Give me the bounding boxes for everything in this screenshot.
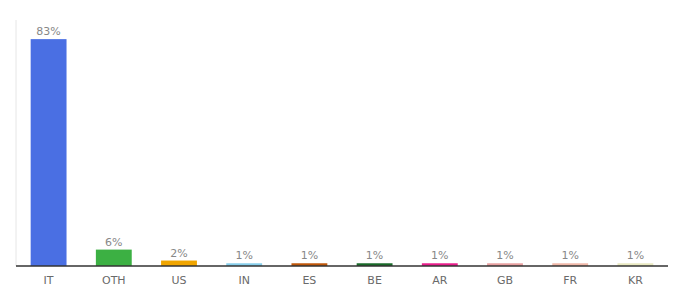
data-label: 1% xyxy=(235,249,252,262)
x-tick-label: AR xyxy=(432,274,448,287)
chart: 83% 6% 2% 1% 1% 1% 1% 1% 1% 1% IT OTH US IN ES BE AR GB FR… xyxy=(0,0,680,300)
x-tick-label: OTH xyxy=(102,274,126,287)
bar xyxy=(31,39,67,266)
data-label: 2% xyxy=(170,247,187,260)
y-axis-line xyxy=(16,20,17,266)
x-tick-label: GB xyxy=(497,274,513,287)
x-tick-label: IN xyxy=(238,274,249,287)
bar xyxy=(96,250,132,266)
x-axis: IT OTH US IN ES BE AR GB FR KR xyxy=(16,266,668,287)
x-tick-label: US xyxy=(171,274,186,287)
bars xyxy=(31,39,654,266)
x-tick-label: BE xyxy=(367,274,382,287)
chart-container: 83% 6% 2% 1% 1% 1% 1% 1% 1% 1% IT OTH US IN ES BE AR GB FR… xyxy=(0,0,680,300)
x-axis-line xyxy=(16,265,668,267)
data-label: 1% xyxy=(561,249,578,262)
bar xyxy=(161,261,197,266)
x-tick-label: ES xyxy=(302,274,316,287)
x-tick-label: FR xyxy=(563,274,577,287)
data-label: 1% xyxy=(431,249,448,262)
data-label: 83% xyxy=(36,25,60,38)
data-label: 1% xyxy=(301,249,318,262)
data-labels: 83% 6% 2% 1% 1% 1% 1% 1% 1% 1% xyxy=(36,25,644,262)
data-label: 1% xyxy=(627,249,644,262)
data-label: 6% xyxy=(105,236,122,249)
data-label: 1% xyxy=(366,249,383,262)
x-tick-label: KR xyxy=(628,274,643,287)
data-label: 1% xyxy=(496,249,513,262)
x-tick-label: IT xyxy=(44,274,54,287)
